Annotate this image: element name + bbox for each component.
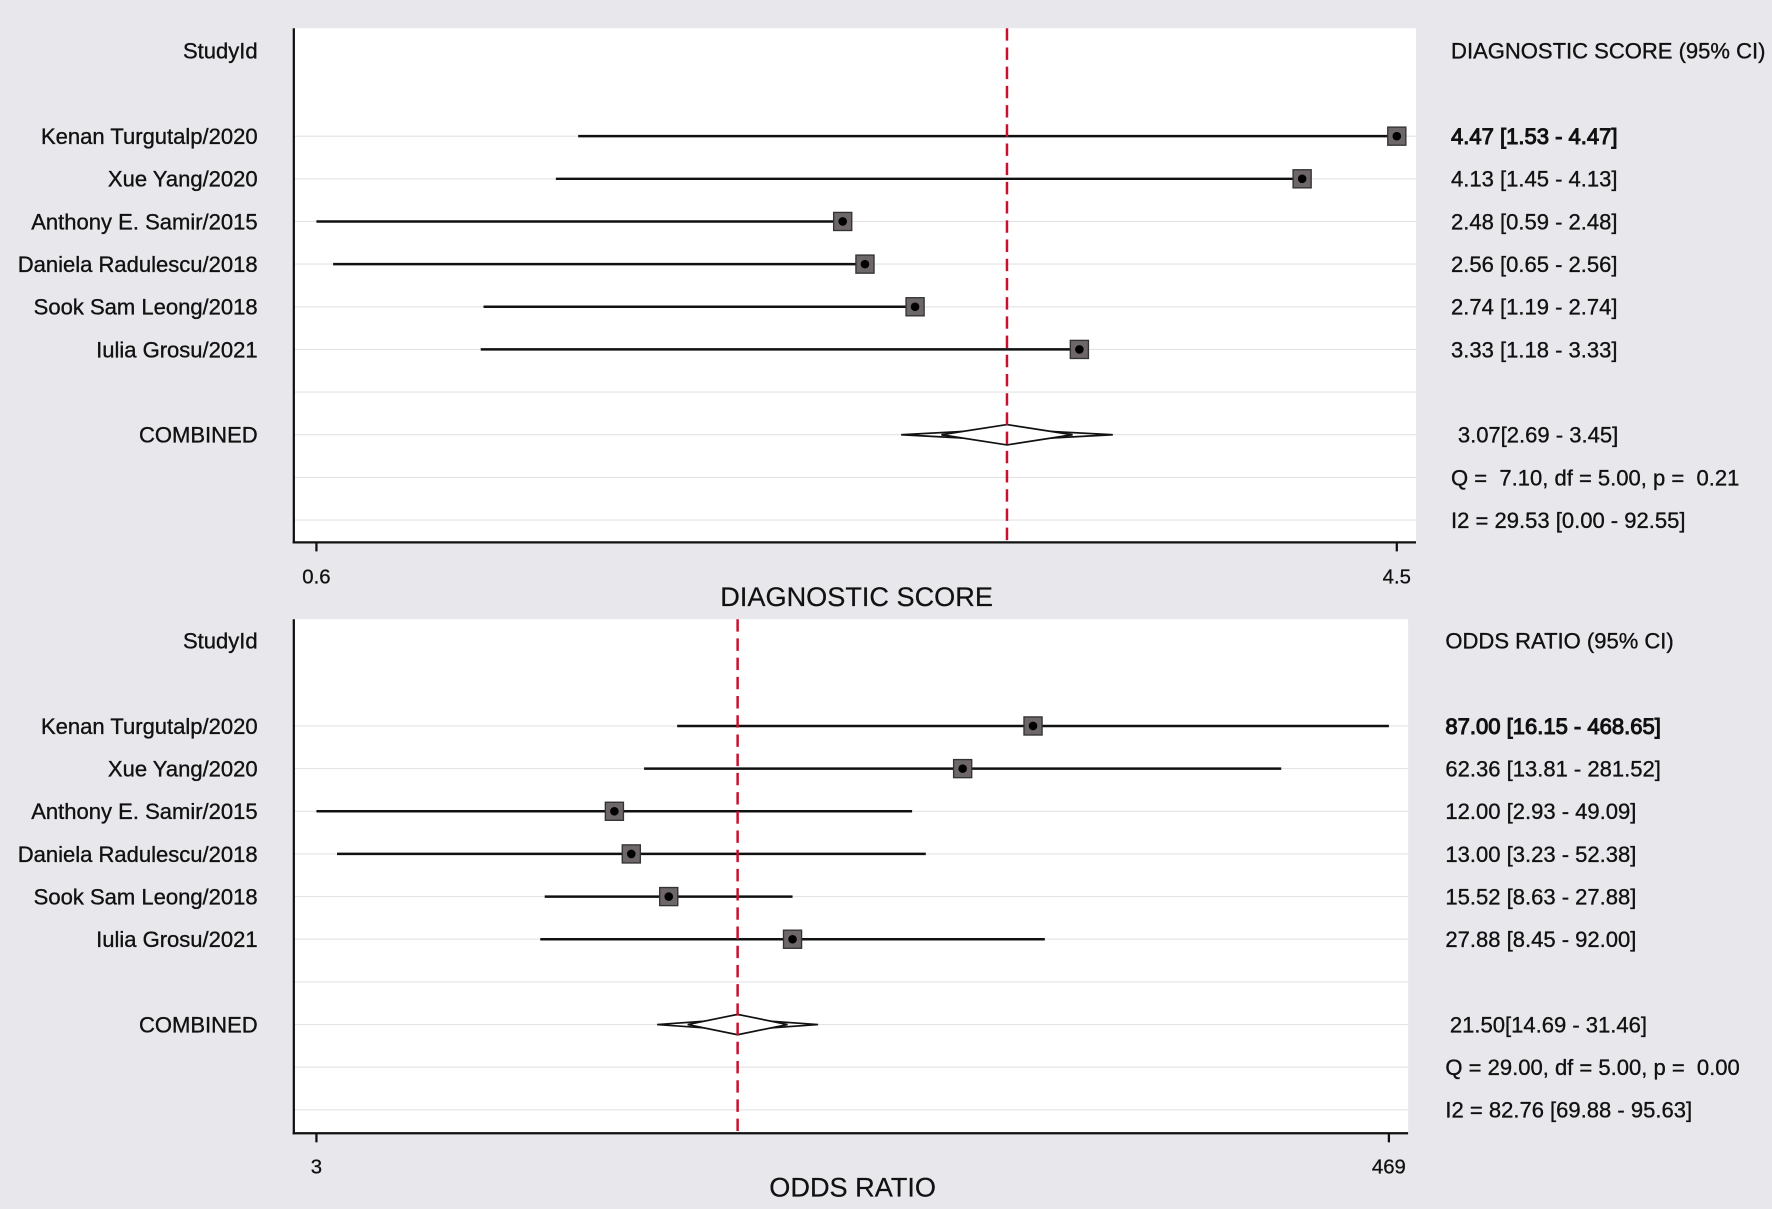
ci-text: 2.56 [0.65 - 2.56] bbox=[1451, 252, 1617, 277]
estimate-dot bbox=[860, 259, 870, 269]
heterogeneity-text: I2 = 82.76 [69.88 - 95.63] bbox=[1445, 1098, 1692, 1123]
plot-area bbox=[293, 619, 1409, 1134]
plot-area bbox=[293, 28, 1417, 543]
estimate-dot bbox=[910, 302, 920, 312]
estimate-dot bbox=[1297, 174, 1307, 184]
study-label: Anthony E. Samir/2015 bbox=[31, 799, 257, 824]
ci-text: 12.00 [2.93 - 49.09] bbox=[1445, 799, 1636, 824]
odds-ratio-panel: StudyId ODDS RATIO (95% CI) Kenan Turgutal… bbox=[18, 619, 1740, 1203]
estimate-dot bbox=[664, 892, 674, 901]
estimate-dot bbox=[788, 934, 797, 944]
combined-ci-text: 3.07[2.69 - 3.45] bbox=[1458, 423, 1618, 448]
estimate-dot bbox=[627, 849, 636, 859]
estimate-dot bbox=[838, 217, 847, 226]
study-label: Sook Sam Leong/2018 bbox=[34, 295, 258, 320]
label-header: StudyId bbox=[183, 629, 258, 654]
heterogeneity-text: Q = 7.10, df = 5.00, p = 0.21 bbox=[1451, 465, 1739, 490]
estimate-dot bbox=[610, 806, 619, 816]
ci-text: 87.00 [16.15 - 468.65] bbox=[1445, 714, 1660, 739]
diagnostic-score-panel: StudyId DIAGNOSTIC SCORE (95% CI) Kenan Tu… bbox=[18, 28, 1766, 612]
x-tick-label: 0.6 bbox=[302, 567, 330, 589]
ci-text: 27.88 [8.45 - 92.00] bbox=[1445, 927, 1636, 952]
label-header: StudyId bbox=[183, 39, 258, 64]
study-label: Xue Yang/2020 bbox=[108, 167, 258, 192]
ci-text: 13.00 [3.23 - 52.38] bbox=[1445, 842, 1636, 867]
study-label: Sook Sam Leong/2018 bbox=[34, 884, 258, 909]
estimate-dot bbox=[1075, 345, 1084, 354]
ci-text: 4.13 [1.45 - 4.13] bbox=[1451, 167, 1617, 192]
x-axis-title: ODDS RATIO bbox=[769, 1172, 936, 1203]
study-label: Kenan Turgutalp/2020 bbox=[41, 714, 258, 739]
estimate-dot bbox=[1392, 131, 1402, 141]
study-label: Iulia Grosu/2021 bbox=[96, 337, 258, 362]
estimate-dot bbox=[958, 764, 967, 773]
ci-text: 2.74 [1.19 - 2.74] bbox=[1451, 295, 1617, 320]
ci-text: 62.36 [13.81 - 281.52] bbox=[1445, 757, 1660, 782]
study-label: Xue Yang/2020 bbox=[108, 757, 258, 782]
ci-text: 4.47 [1.53 - 4.47] bbox=[1451, 124, 1617, 149]
x-axis-title: DIAGNOSTIC SCORE bbox=[720, 581, 993, 612]
combined-ci-text: 21.50[14.69 - 31.46] bbox=[1450, 1012, 1647, 1037]
ci-header: ODDS RATIO (95% CI) bbox=[1445, 629, 1673, 654]
estimate-dot bbox=[1028, 721, 1038, 731]
study-label: Anthony E. Samir/2015 bbox=[31, 209, 257, 234]
ci-text: 15.52 [8.63 - 27.88] bbox=[1445, 884, 1636, 909]
ci-text: 2.48 [0.59 - 2.48] bbox=[1451, 209, 1617, 234]
study-label: Iulia Grosu/2021 bbox=[96, 927, 258, 952]
study-label: Daniela Radulescu/2018 bbox=[18, 252, 258, 277]
heterogeneity-text: Q = 29.00, df = 5.00, p = 0.00 bbox=[1445, 1055, 1739, 1080]
ci-header: DIAGNOSTIC SCORE (95% CI) bbox=[1451, 39, 1765, 64]
heterogeneity-text: I2 = 29.53 [0.00 - 92.55] bbox=[1451, 508, 1685, 533]
study-label: Daniela Radulescu/2018 bbox=[18, 842, 258, 867]
study-label: Kenan Turgutalp/2020 bbox=[41, 124, 258, 149]
x-tick-label: 3 bbox=[311, 1156, 322, 1178]
combined-label: COMBINED bbox=[139, 423, 258, 448]
x-tick-label: 469 bbox=[1372, 1156, 1406, 1178]
combined-label: COMBINED bbox=[139, 1012, 258, 1037]
x-tick-label: 4.5 bbox=[1383, 567, 1411, 589]
ci-text: 3.33 [1.18 - 3.33] bbox=[1451, 337, 1617, 362]
